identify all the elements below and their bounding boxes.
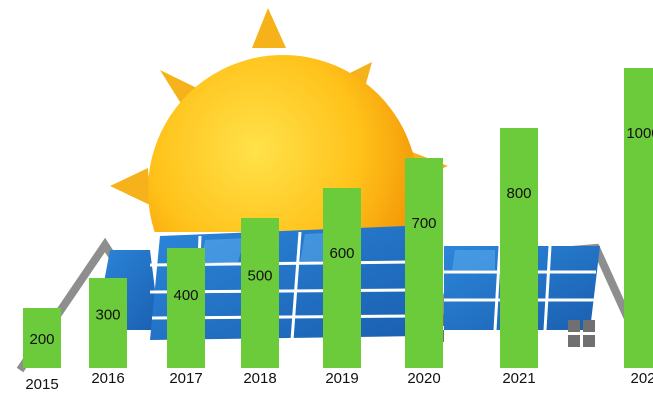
- x-tick-label: 2018: [243, 370, 276, 387]
- bar-value-label: 600: [329, 245, 354, 262]
- x-tick-label: 2015: [25, 376, 58, 393]
- bars: 200 300 400 500 600 700 800 1000: [23, 68, 653, 368]
- x-tick-label: 2019: [325, 370, 358, 387]
- bar-2016: [89, 278, 127, 368]
- bar-2017: [167, 248, 205, 368]
- x-tick-label: 202: [630, 370, 653, 387]
- x-tick-label: 2021: [502, 370, 535, 387]
- bar-value-label: 200: [29, 331, 54, 348]
- x-axis-ticks: 2015 2016 2017 2018 2019 2020 2021 202: [25, 370, 653, 393]
- bar-2018: [241, 218, 279, 368]
- bar-2015: [23, 308, 61, 368]
- bar-202: [624, 68, 653, 368]
- bar-value-label: 700: [411, 215, 436, 232]
- bar-2021: [500, 128, 538, 368]
- x-tick-label: 2017: [169, 370, 202, 387]
- bar-2020: [405, 158, 443, 368]
- bar-value-label: 400: [173, 287, 198, 304]
- bar-2019: [323, 188, 361, 368]
- bar-value-label: 300: [95, 307, 120, 324]
- bar-value-label: 500: [247, 268, 272, 285]
- x-tick-label: 2020: [407, 370, 440, 387]
- x-tick-label: 2016: [91, 370, 124, 387]
- bar-value-label: 1000: [626, 125, 653, 142]
- bar-value-label: 800: [506, 185, 531, 202]
